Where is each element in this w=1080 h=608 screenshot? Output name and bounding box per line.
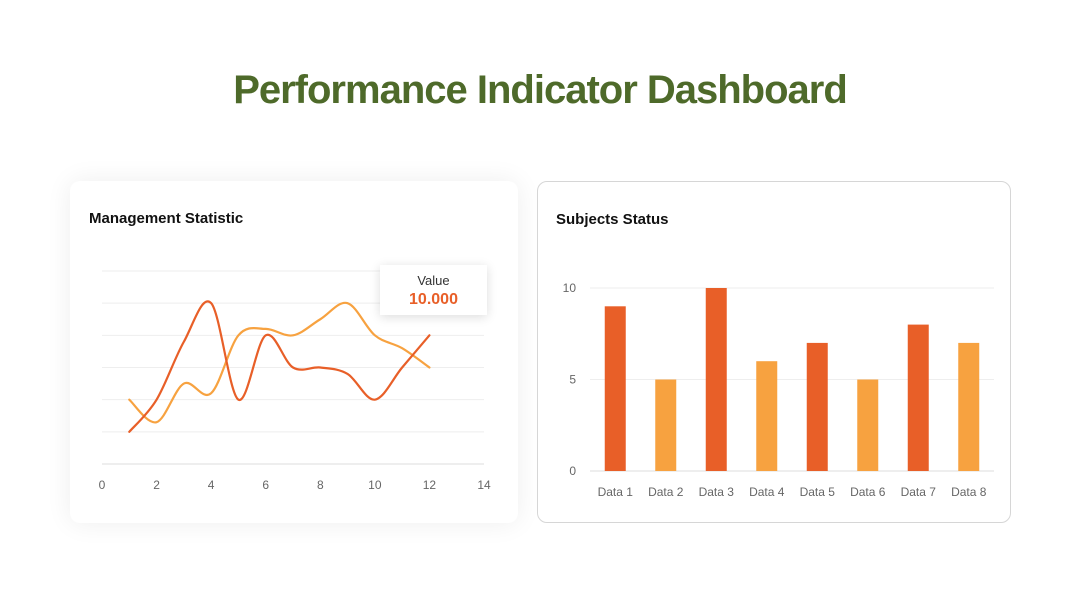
bar [857, 379, 879, 471]
bar [705, 288, 727, 471]
series-line-light [128, 301, 431, 424]
x-tick-label: 12 [423, 478, 437, 492]
x-tick-label: Data 8 [951, 485, 987, 499]
bar [958, 342, 980, 471]
x-tick-label: 0 [99, 478, 106, 492]
value-tooltip: Value 10.000 [380, 265, 487, 315]
management-statistic-title: Management Statistic [89, 210, 244, 227]
line-chart: 0 2 4 6 8 10 12 14 [99, 270, 491, 492]
x-tick-label: 14 [477, 478, 491, 492]
x-tick-label: Data 3 [699, 485, 735, 499]
y-tick-label: 10 [563, 281, 577, 295]
x-tick-label: Data 5 [800, 485, 836, 499]
x-tick-label: Data 6 [850, 485, 886, 499]
bar [604, 306, 626, 471]
x-tick-label: 2 [153, 478, 160, 492]
bar [806, 342, 828, 471]
subjects-status-title: Subjects Status [556, 211, 669, 228]
y-tick-label: 0 [569, 464, 576, 478]
y-tick-label: 5 [569, 373, 576, 387]
bar-chart: 0 5 10 Data 1 Data 2 Data 3 Data 4 Data 5 Data 6… [563, 281, 994, 499]
bar [655, 379, 677, 471]
management-statistic-card: Management Statistic 0 2 4 6 8 10 12 14 Value 1… [70, 181, 518, 523]
subjects-status-card: Subjects Status 0 5 10 Data 1 Data 2 Data 3 Da… [537, 181, 1011, 523]
tooltip-value: 10.000 [409, 291, 458, 308]
x-tick-label: 8 [317, 478, 324, 492]
x-tick-label: 6 [262, 478, 269, 492]
bar [756, 361, 778, 471]
x-tick-label: 10 [368, 478, 382, 492]
bar [907, 324, 929, 471]
x-tick-label: Data 2 [648, 485, 684, 499]
page-title: Performance Indicator Dashboard [233, 68, 848, 112]
x-tick-label: Data 4 [749, 485, 785, 499]
tooltip-label: Value [417, 273, 450, 288]
x-tick-label: Data 7 [901, 485, 937, 499]
x-tick-label: 4 [208, 478, 215, 492]
x-tick-label: Data 1 [598, 485, 634, 499]
series-line-dark [128, 300, 431, 433]
